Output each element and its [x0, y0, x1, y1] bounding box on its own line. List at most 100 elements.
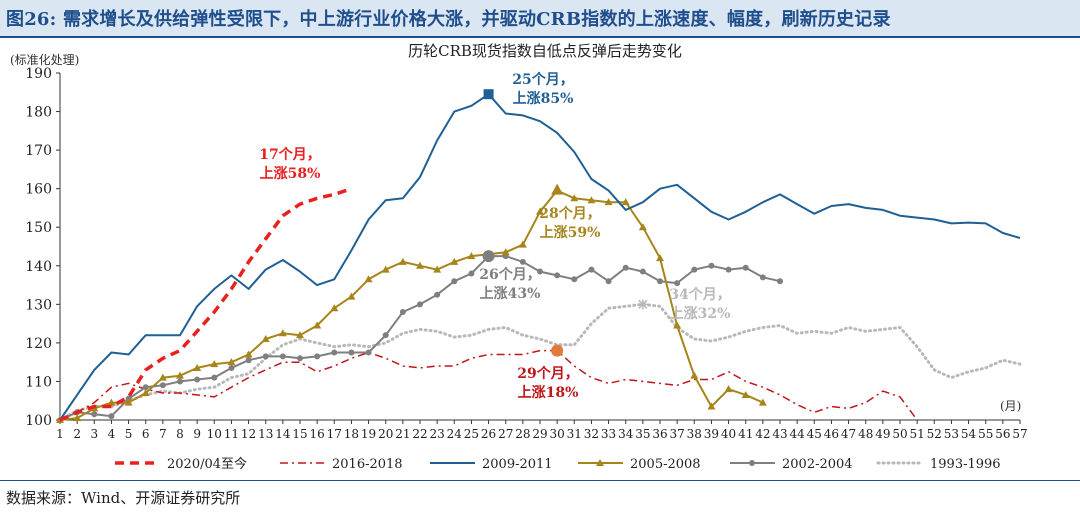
annotation-line2: 上涨85%: [513, 91, 574, 107]
x-tick-label: 9: [193, 427, 201, 441]
x-tick-label: 23: [430, 427, 445, 441]
series-marker-2005-2008: [261, 335, 270, 343]
series-marker-2002-2004: [194, 376, 201, 383]
x-tick-label: 29: [532, 427, 547, 441]
annotation-line1: 17个月，: [259, 146, 320, 163]
series-line-2009-2011: [59, 93, 1021, 421]
legend-marker: [749, 460, 755, 466]
series-marker-2005-2008: [193, 363, 202, 371]
y-tick-label: 120: [25, 336, 52, 352]
legend-label: 1993-1996: [930, 457, 1001, 472]
series-marker-2002-2004: [674, 280, 681, 287]
x-tick-label: 57: [1012, 427, 1027, 441]
series-marker-2005-2008: [398, 257, 407, 265]
series-marker-2005-2008: [364, 275, 373, 283]
series-marker-2002-2004: [365, 349, 372, 356]
series-marker-2002-2004: [708, 262, 715, 269]
x-tick-label: 4: [108, 427, 116, 441]
series-marker-2002-2004: [434, 291, 441, 298]
series-marker-2002-2004: [91, 411, 98, 418]
y-tick-label: 100: [25, 413, 52, 429]
series-line-1993-1996: [58, 302, 1022, 422]
x-tick-label: 25: [464, 427, 479, 441]
x-tick-label: 38: [687, 427, 702, 441]
x-tick-label: 43: [772, 427, 787, 441]
series-marker-2002-2004: [348, 349, 355, 356]
x-tick-label: 56: [995, 427, 1010, 441]
series-marker-2002-2004: [657, 278, 663, 285]
series-marker-2002-2004: [382, 332, 389, 339]
series-marker-2005-2008: [416, 261, 424, 269]
y-tick-label: 160: [25, 182, 52, 198]
series-marker-2002-2004: [228, 364, 235, 371]
series-marker-2005-2008: [296, 331, 304, 339]
x-tick-label: 19: [361, 427, 376, 441]
legend-label: 2002-2004: [782, 457, 853, 472]
annotation-line2: 上涨32%: [670, 306, 731, 322]
x-tick-label: 3: [90, 427, 98, 441]
series-marker-2002-2004: [245, 357, 252, 364]
x-tick-label: 49: [875, 427, 890, 441]
figure-title: 图26: 需求增长及供给弹性受限下，中上游行业价格大涨，并驱动CRB指数的上涨速…: [6, 9, 891, 30]
series-marker-2005-2008: [707, 402, 716, 410]
series-marker-2005-2008: [570, 194, 579, 202]
chart-container: 历轮CRB现货指数自低点反弹后走势变化 (标准化处理) (月) 100 110 12…: [0, 38, 1080, 480]
series-marker-2005-2008: [690, 371, 699, 379]
y-tick-label: 140: [25, 259, 52, 275]
series-marker-2002-2004: [211, 374, 218, 381]
x-tick-label: 10: [207, 427, 222, 441]
series-marker-2002-2004: [331, 349, 338, 356]
x-tick-label: 45: [807, 427, 822, 441]
series-marker-2002-2004: [725, 266, 732, 273]
x-tick-label: 11: [224, 427, 239, 441]
y-tick-label: 180: [25, 105, 52, 121]
x-tick-label: 47: [841, 427, 856, 441]
x-tick-label: 20: [378, 427, 393, 441]
series-marker-2005-2008: [330, 304, 339, 312]
annotation-line2: 上涨59%: [540, 225, 601, 241]
series-marker-2005-2008: [210, 360, 219, 368]
series-marker-2005-2008: [587, 196, 596, 204]
x-tick-label: 2: [73, 427, 81, 441]
series-marker-2005-2008: [433, 265, 442, 273]
series-marker-2005-2008: [604, 198, 613, 206]
series-marker-2005-2008: [724, 385, 733, 393]
series-marker-2002-2004: [605, 278, 612, 285]
x-tick-label: 55: [978, 427, 993, 441]
series-marker-2002-2004: [142, 384, 149, 391]
series-marker-2005-2008: [501, 248, 510, 256]
x-tick-label: 24: [447, 427, 463, 441]
series-layer: [56, 93, 1022, 423]
x-tick-label: 36: [652, 427, 667, 441]
annotation-layer: 25个月， 上涨85% 17个月， 上涨58% 28个月， 上涨59% 26个月， 上涨43%…: [259, 71, 730, 401]
annotation-line1: 26个月，: [479, 266, 540, 283]
peak-marker-1993-1996: [637, 299, 648, 310]
series-marker-2005-2008: [536, 207, 544, 215]
series-marker-2002-2004: [571, 276, 578, 283]
series-marker-2005-2008: [638, 223, 647, 231]
series-line-2020/04至今: [59, 187, 352, 422]
x-tick-label: 32: [584, 427, 599, 441]
series-marker-2002-2004: [262, 353, 269, 360]
x-tick-label: 6: [142, 427, 150, 441]
x-tick-label: 42: [755, 427, 770, 441]
x-tick-label: 15: [292, 427, 307, 441]
series-marker-2002-2004: [777, 278, 783, 285]
series-marker-2005-2008: [158, 373, 167, 381]
x-tick-label: 31: [567, 427, 582, 441]
source-note: 数据来源：Wind、开源证券研究所: [6, 489, 241, 507]
x-tick-label: 44: [790, 427, 806, 441]
series-marker-2005-2008: [278, 329, 287, 337]
x-tick-label: 33: [601, 427, 616, 441]
annotation-line1: 34个月，: [669, 286, 730, 303]
x-tick-label: 7: [159, 427, 167, 441]
series-marker-2005-2008: [244, 350, 253, 358]
y-tick-label: 190: [25, 66, 52, 82]
x-tick-label: 39: [704, 427, 719, 441]
x-tick-label: 18: [344, 427, 359, 441]
x-tick-label: 53: [944, 427, 959, 441]
peak-marker-2005-2008: [551, 183, 564, 195]
series-marker-2005-2008: [381, 265, 390, 273]
series-marker-2005-2008: [758, 398, 767, 406]
annotation-line2: 上涨43%: [480, 286, 541, 302]
